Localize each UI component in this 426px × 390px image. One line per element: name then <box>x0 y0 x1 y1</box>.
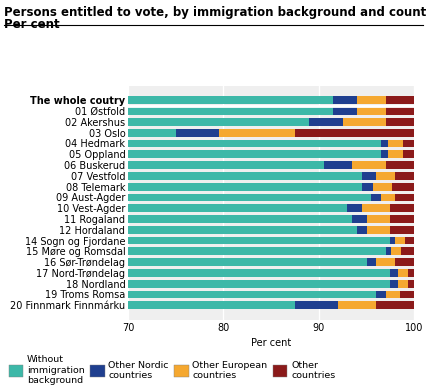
Bar <box>389 204 413 212</box>
Bar <box>397 280 406 287</box>
Bar <box>128 237 389 245</box>
Bar <box>375 291 385 298</box>
Bar <box>389 269 397 277</box>
Bar <box>128 193 371 201</box>
Bar <box>389 215 413 223</box>
Bar <box>128 301 294 309</box>
Bar <box>371 193 380 201</box>
Text: Persons entitled to vote, by immigration background and county.: Persons entitled to vote, by immigration… <box>4 6 426 19</box>
Bar <box>128 151 380 158</box>
Bar <box>380 193 394 201</box>
Bar <box>332 96 356 104</box>
Bar <box>332 107 356 115</box>
Bar <box>404 237 413 245</box>
Bar <box>406 269 413 277</box>
Bar <box>128 107 332 115</box>
Bar <box>356 226 366 234</box>
Bar <box>294 301 337 309</box>
Bar <box>394 172 413 180</box>
Bar <box>128 140 380 147</box>
Bar <box>323 161 351 169</box>
Bar <box>388 151 402 158</box>
Bar <box>402 151 413 158</box>
Bar <box>128 96 332 104</box>
Bar <box>399 291 413 298</box>
Bar <box>389 226 413 234</box>
X-axis label: Per cent: Per cent <box>250 338 291 348</box>
Bar <box>366 226 389 234</box>
Bar <box>385 248 390 255</box>
Bar <box>176 129 218 136</box>
Bar <box>375 172 394 180</box>
Bar <box>406 280 413 287</box>
Bar <box>380 151 388 158</box>
Bar <box>366 258 375 266</box>
Bar <box>385 118 413 126</box>
Bar <box>372 183 391 190</box>
Bar <box>361 204 389 212</box>
Bar <box>400 248 413 255</box>
Bar <box>342 118 385 126</box>
Bar <box>380 140 388 147</box>
Bar <box>128 248 385 255</box>
Bar <box>128 129 176 136</box>
Bar <box>337 301 375 309</box>
Bar <box>347 204 361 212</box>
Bar <box>402 140 413 147</box>
Bar <box>351 215 366 223</box>
Bar <box>361 172 375 180</box>
Bar <box>366 215 389 223</box>
Bar <box>218 129 294 136</box>
Bar <box>375 301 413 309</box>
Bar <box>128 204 347 212</box>
Legend: Without
immigration
background, Other Nordic
countries, Other European
countries: Without immigration background, Other No… <box>9 355 334 385</box>
Bar <box>361 183 372 190</box>
Bar <box>128 118 308 126</box>
Bar <box>397 269 406 277</box>
Bar <box>128 183 361 190</box>
Bar <box>389 237 394 245</box>
Bar <box>385 96 413 104</box>
Bar <box>394 237 404 245</box>
Bar <box>128 291 375 298</box>
Bar <box>385 161 413 169</box>
Bar <box>385 107 413 115</box>
Bar <box>388 140 402 147</box>
Bar <box>394 193 413 201</box>
Bar <box>128 172 361 180</box>
Bar <box>390 248 400 255</box>
Bar <box>128 215 351 223</box>
Bar <box>385 291 399 298</box>
Bar <box>308 118 342 126</box>
Bar <box>128 258 366 266</box>
Bar <box>294 129 413 136</box>
Bar <box>351 161 385 169</box>
Bar <box>389 280 397 287</box>
Bar <box>375 258 394 266</box>
Bar <box>128 226 356 234</box>
Bar <box>394 258 413 266</box>
Bar <box>128 280 389 287</box>
Bar <box>356 107 385 115</box>
Bar <box>128 161 323 169</box>
Bar <box>356 96 385 104</box>
Bar <box>391 183 413 190</box>
Text: Per cent: Per cent <box>4 18 60 30</box>
Bar <box>128 269 389 277</box>
